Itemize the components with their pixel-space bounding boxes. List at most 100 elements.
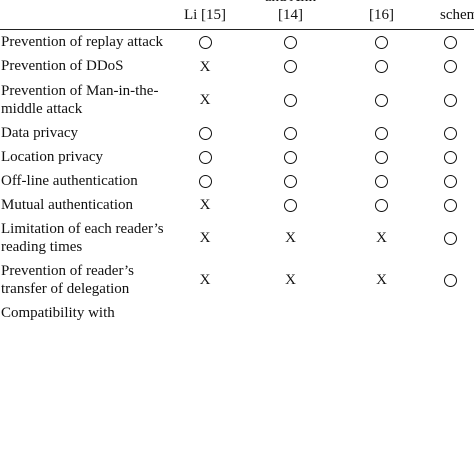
mark-cell [426,30,474,55]
header-and-alin: and Alin [14] [244,0,337,30]
x-mark: X [199,272,211,289]
circle-icon [284,93,297,107]
mark-cell [166,30,244,55]
table-row: Mutual authentication X [0,193,474,218]
row-label: Off-line authentication [1,172,138,189]
circle-icon [443,198,457,212]
row-label: Prevention of replay attack [1,34,164,50]
mark-cell [166,301,244,325]
table-row: Location privacy [0,145,474,169]
table-page: Li [15] and Alin [14] [16] scheme Prevention… [0,0,474,325]
mark-cell [244,145,337,169]
header-li: Li [15] [166,0,244,30]
security-comparison-table: Li [15] and Alin [14] [16] scheme Prevention… [0,0,474,325]
circle-icon [443,232,457,246]
table-row: Prevention of replay attack [0,30,474,55]
x-mark: X [285,230,296,247]
row-label: Data privacy [1,124,79,141]
circle-icon [198,36,212,50]
circle-icon [198,150,212,164]
mark-cell [426,193,474,218]
mark-cell [426,79,474,121]
mark-cell [426,217,474,259]
row-label: Mutual authentication [1,196,134,213]
mark-cell [166,121,244,145]
table-row: Prevention of DDoS X [0,54,474,79]
circle-icon [443,36,457,50]
header-text-line: scheme [440,7,474,23]
x-mark: X [199,58,211,75]
circle-icon [284,150,297,164]
circle-icon [284,198,297,212]
mark-cell [337,145,426,169]
mark-cell [166,145,244,169]
mark-cell [426,301,474,325]
circle-icon [284,126,297,140]
mark-cell: X [244,259,337,301]
mark-cell: X [337,259,426,301]
circle-icon [284,60,297,74]
circle-icon [443,126,457,140]
row-label: Compatibility with [1,305,115,322]
row-label: Limitation of each reader’s reading time… [1,221,164,256]
mark-cell [426,145,474,169]
header-scheme: scheme [426,0,474,30]
x-mark: X [199,197,211,214]
row-label: Location privacy [1,148,104,165]
mark-cell [244,54,337,79]
x-mark: X [199,91,211,108]
circle-icon [443,274,457,288]
mark-cell: X [166,54,244,79]
circle-icon [443,93,457,107]
table-row: Compatibility with [0,301,474,325]
mark-cell [337,79,426,121]
header-text-line: Li [15] [183,7,227,23]
header-text-line: [14] [278,7,303,23]
table-row: Off-line authentication [0,169,474,193]
mark-cell [337,121,426,145]
mark-cell [244,121,337,145]
row-label: Prevention of reader’s transfer of deleg… [1,263,135,298]
x-mark: X [376,230,387,247]
mark-cell [244,30,337,55]
mark-cell: X [166,259,244,301]
mark-cell [426,121,474,145]
header-text-line: and Alin [265,0,316,5]
mark-cell [166,169,244,193]
circle-icon [375,150,388,164]
mark-cell: X [166,79,244,121]
x-mark: X [376,272,387,289]
circle-icon [443,174,457,188]
mark-cell [337,169,426,193]
mark-cell: X [337,217,426,259]
mark-cell [337,54,426,79]
circle-icon [375,174,388,188]
circle-icon [198,126,212,140]
circle-icon [443,150,457,164]
mark-cell: X [244,217,337,259]
x-mark: X [199,230,211,247]
header-row: Li [15] and Alin [14] [16] scheme [0,0,474,30]
circle-icon [284,36,297,50]
mark-cell: X [166,217,244,259]
row-label: Prevention of DDoS [1,58,124,75]
table-row: Data privacy [0,121,474,145]
table-row: Prevention of Man-in-the-middle attack X [0,79,474,121]
circle-icon [375,198,388,212]
header-text-line: [16] [369,7,394,23]
table-header: Li [15] and Alin [14] [16] scheme [0,0,474,30]
mark-cell [244,169,337,193]
mark-cell [426,54,474,79]
mark-cell [426,169,474,193]
circle-icon [375,93,388,107]
table-row: Prevention of reader’s transfer of deleg… [0,259,474,301]
header-ref16: [16] [337,0,426,30]
mark-cell: X [166,193,244,218]
circle-icon [198,174,212,188]
circle-icon [284,174,297,188]
mark-cell [244,79,337,121]
mark-cell [244,301,337,325]
x-mark: X [285,272,296,289]
header-criteria [0,0,166,30]
mark-cell [337,301,426,325]
